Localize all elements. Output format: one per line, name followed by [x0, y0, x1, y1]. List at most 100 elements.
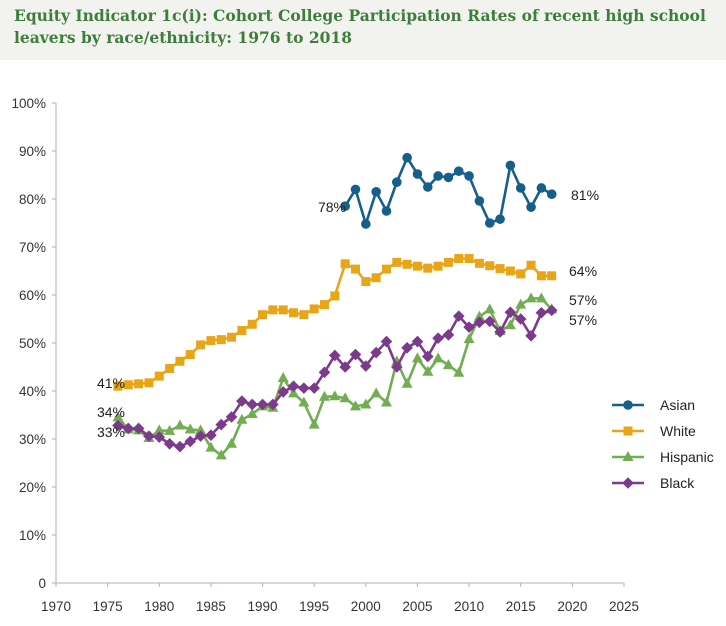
point-hispanic-1981	[164, 424, 176, 435]
point-hispanic-2000	[360, 398, 372, 409]
y-tick-label: 90%	[19, 144, 46, 159]
point-black-1984	[194, 430, 207, 442]
point-white-1999	[350, 264, 360, 274]
point-white-1981	[165, 363, 175, 373]
series-black	[112, 304, 558, 453]
point-asian-2015	[515, 183, 526, 193]
point-white-2000	[361, 277, 371, 287]
point-asian-1998	[340, 201, 350, 211]
point-hispanic-1997	[329, 390, 341, 401]
point-hispanic-2001	[370, 387, 382, 398]
point-black-1976	[112, 419, 124, 432]
point-white-2004	[402, 259, 412, 269]
point-white-2012	[485, 261, 495, 271]
point-white-1998	[340, 259, 350, 269]
point-asian-2013	[495, 214, 505, 224]
point-white-1985	[206, 336, 216, 346]
point-white-2008	[443, 257, 453, 267]
point-hispanic-1986	[215, 449, 227, 460]
point-white-2002	[381, 264, 391, 274]
legend-label-hispanic: Hispanic	[660, 449, 714, 465]
point-black-1990	[256, 398, 269, 411]
point-asian-2012	[484, 218, 495, 228]
y-tick-label: 50%	[19, 336, 46, 351]
point-hispanic-2008	[442, 359, 454, 370]
point-black-2001	[370, 346, 382, 359]
point-black-1980	[153, 431, 166, 443]
point-hispanic-1998	[339, 392, 351, 403]
point-asian-2011	[474, 196, 485, 206]
point-black-1992	[277, 386, 289, 398]
point-hispanic-1984	[195, 424, 207, 435]
point-white-2010	[464, 254, 474, 264]
point-white-1983	[185, 350, 195, 360]
point-white-1979	[144, 378, 154, 388]
legend-item-black: Black	[612, 475, 695, 491]
point-hispanic-1999	[349, 400, 361, 411]
x-tick-label: 2025	[609, 599, 639, 614]
point-hispanic-1983	[184, 423, 196, 434]
point-black-1985	[205, 429, 217, 441]
title-bar: Equity Indicator 1c(i): Cohort College P…	[0, 0, 726, 60]
y-tick-label: 80%	[19, 192, 46, 207]
x-tick-label: 1990	[248, 599, 278, 614]
point-asian-2008	[443, 172, 454, 183]
y-tick-label: 70%	[19, 240, 46, 255]
point-white-1990	[258, 310, 268, 320]
x-tick-label: 2000	[351, 599, 381, 614]
y-tick-label: 0	[38, 576, 46, 591]
point-hispanic-1987	[226, 437, 238, 448]
point-hispanic-2006	[422, 365, 434, 376]
point-hispanic-1980	[153, 424, 165, 435]
point-black-1978	[132, 422, 145, 435]
point-white-1986	[216, 335, 226, 345]
series-asian	[340, 152, 557, 229]
point-asian-2005	[412, 169, 423, 179]
point-black-1993	[287, 380, 300, 392]
end-label-black: 57%	[569, 312, 597, 328]
point-black-2015	[514, 313, 527, 325]
point-white-1994	[299, 310, 309, 320]
point-white-1988	[237, 326, 247, 336]
point-black-1979	[143, 430, 155, 442]
point-black-2004	[401, 342, 413, 354]
legend-marker-asian	[623, 400, 633, 410]
point-black-1983	[184, 435, 197, 448]
point-black-2010	[463, 321, 475, 333]
point-asian-2016	[526, 202, 536, 212]
point-black-1982	[174, 440, 186, 453]
point-black-2011	[473, 316, 486, 329]
point-asian-2003	[392, 177, 402, 187]
point-asian-2000	[361, 219, 371, 229]
point-hispanic-2016	[525, 292, 537, 303]
point-hispanic-1976	[112, 411, 124, 422]
legend-marker-white	[623, 426, 633, 436]
legend-item-white: White	[612, 423, 696, 439]
point-asian-2009	[453, 166, 464, 176]
x-tick-label: 2015	[506, 599, 536, 614]
point-asian-2014	[505, 160, 516, 171]
point-black-1989	[246, 398, 259, 411]
x-tick-label: 2010	[454, 599, 484, 614]
point-black-2012	[483, 315, 496, 328]
point-black-1991	[267, 398, 279, 411]
point-asian-2017	[536, 183, 547, 193]
point-white-1984	[196, 340, 206, 350]
point-white-2018	[547, 271, 557, 281]
point-asian-2001	[371, 187, 381, 197]
legend-item-hispanic: Hispanic	[612, 449, 714, 465]
y-tick-label: 20%	[19, 480, 46, 495]
y-tick-label: 60%	[19, 288, 46, 303]
chart-title: Equity Indicator 1c(i): Cohort College P…	[14, 6, 706, 47]
legend-label-white: White	[660, 423, 696, 439]
point-asian-1999	[350, 184, 361, 195]
point-hispanic-2004	[401, 377, 413, 388]
point-white-1987	[227, 332, 237, 342]
point-white-2001	[371, 273, 381, 283]
point-hispanic-2014	[504, 319, 516, 330]
start-label-black: 33%	[97, 424, 125, 440]
point-black-2000	[360, 360, 372, 372]
end-labels: 78% 81% 41% 64% 34% 57% 33% 57%	[97, 187, 599, 440]
point-black-2006	[421, 350, 434, 363]
